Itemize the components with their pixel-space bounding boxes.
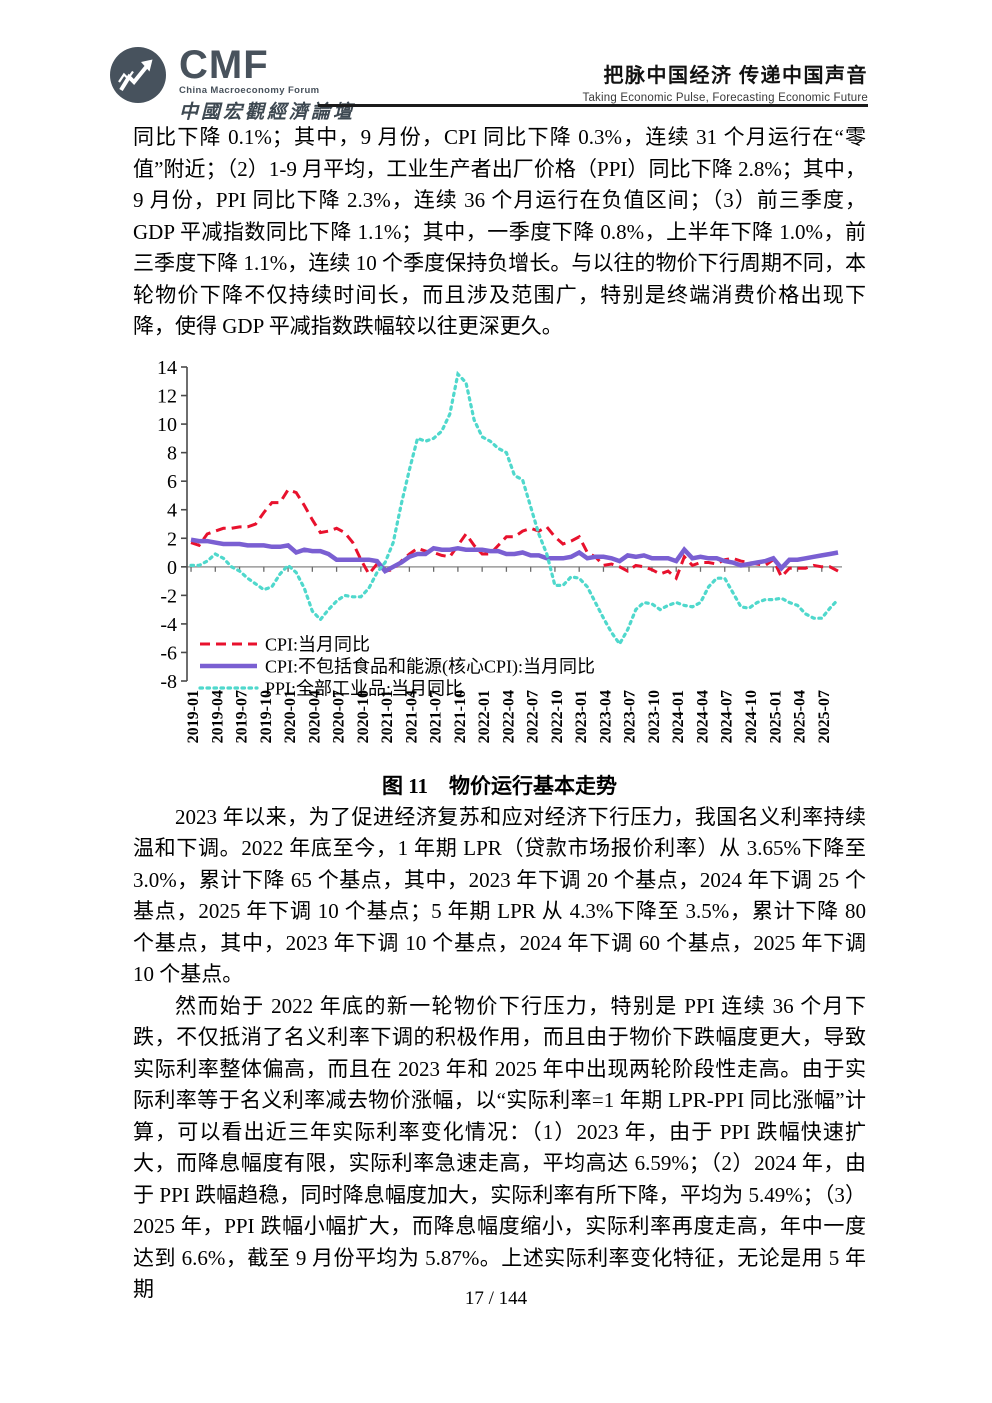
logo-fullname: China Macroeconomy Forum xyxy=(179,85,320,96)
svg-text:2024-04: 2024-04 xyxy=(694,690,711,743)
svg-text:CPI:不包括食品和能源(核心CPI):当月同比: CPI:不包括食品和能源(核心CPI):当月同比 xyxy=(265,656,595,677)
svg-text:CPI:当月同比: CPI:当月同比 xyxy=(265,634,370,654)
svg-text:2022-04: 2022-04 xyxy=(500,690,517,743)
svg-text:2: 2 xyxy=(167,528,177,550)
svg-text:2021-04: 2021-04 xyxy=(403,690,420,743)
svg-text:2024-07: 2024-07 xyxy=(719,690,736,743)
svg-text:2022-01: 2022-01 xyxy=(476,690,493,743)
svg-text:-6: -6 xyxy=(160,642,177,664)
content-area: 同比下降 0.1%；其中，9 月份，CPI 同比下降 0.3%，连续 31 个月… xyxy=(133,122,866,1306)
svg-text:2025-01: 2025-01 xyxy=(767,690,784,743)
svg-text:2021-07: 2021-07 xyxy=(428,690,445,743)
svg-text:2021-10: 2021-10 xyxy=(452,690,469,743)
svg-text:-8: -8 xyxy=(160,671,177,693)
svg-text:2024-01: 2024-01 xyxy=(670,690,687,743)
svg-text:2024-10: 2024-10 xyxy=(743,690,760,743)
svg-text:2023-04: 2023-04 xyxy=(597,690,614,743)
svg-text:10: 10 xyxy=(157,414,177,436)
svg-text:-4: -4 xyxy=(160,613,177,635)
svg-text:2025-04: 2025-04 xyxy=(792,690,809,743)
svg-text:-2: -2 xyxy=(160,585,177,607)
price-trend-chart: -8 -6 -4 -2 0 2 4 6 8 10 12 14 2019-01 2019-04 2019-07… xyxy=(145,357,845,770)
svg-text:2021-01: 2021-01 xyxy=(379,690,396,743)
logo-calligraphy: 中國宏觀經濟論壇 xyxy=(179,102,356,123)
svg-text:2019-07: 2019-07 xyxy=(234,690,251,743)
svg-text:2022-07: 2022-07 xyxy=(525,690,542,743)
header-rule xyxy=(318,104,868,107)
svg-text:8: 8 xyxy=(167,442,177,464)
paragraph-prices: 同比下降 0.1%；其中，9 月份，CPI 同比下降 0.3%，连续 31 个月… xyxy=(133,125,866,338)
slogan-english: Taking Economic Pulse, Forecasting Econo… xyxy=(582,92,868,104)
line-chart-arrow-icon xyxy=(110,47,166,103)
slogan-chinese: 把脉中国经济 传递中国声音 xyxy=(603,65,868,87)
svg-text:2019-04: 2019-04 xyxy=(209,690,226,743)
svg-text:2020-01: 2020-01 xyxy=(282,690,299,743)
svg-text:2020-10: 2020-10 xyxy=(355,690,372,743)
svg-text:2020-04: 2020-04 xyxy=(306,690,323,743)
svg-text:6: 6 xyxy=(167,471,177,493)
svg-text:14: 14 xyxy=(157,357,177,379)
svg-text:2019-10: 2019-10 xyxy=(258,690,275,743)
paragraph-real-rate: 然而始于 2022 年底的新一轮物价下行压力，特别是 PPI 连续 36 个月下… xyxy=(133,993,866,1302)
price-trend-chart-svg: -8 -6 -4 -2 0 2 4 6 8 10 12 14 2019-01 2019-04 2019-07… xyxy=(157,357,842,743)
svg-text:2023-10: 2023-10 xyxy=(646,690,663,743)
svg-text:2023-01: 2023-01 xyxy=(573,690,590,743)
svg-text:12: 12 xyxy=(157,385,177,407)
figure-caption: 图 11 物价运行基本走势 xyxy=(381,773,618,798)
svg-text:PPI:全部工业品:当月同比: PPI:全部工业品:当月同比 xyxy=(265,678,463,698)
paragraph-lpr: 2023 年以来，为了促进经济复苏和应对经济下行压力，我国名义利率持续温和下调。… xyxy=(133,804,866,987)
svg-text:2020-07: 2020-07 xyxy=(331,690,348,743)
header-slogan: 把脉中国经济 传递中国声音 Taking Economic Pulse, For… xyxy=(583,59,868,104)
logo-text-block: CMF China Macroeconomy Forum 中國宏觀經濟論壇 xyxy=(179,43,356,124)
cmf-logo: CMF China Macroeconomy Forum 中國宏觀經濟論壇 xyxy=(110,43,356,124)
svg-text:2019-01: 2019-01 xyxy=(185,690,202,743)
logo-abbr: CMF xyxy=(179,43,269,87)
svg-text:0: 0 xyxy=(167,556,177,578)
svg-text:2022-10: 2022-10 xyxy=(549,690,566,743)
svg-text:4: 4 xyxy=(167,499,177,521)
svg-text:2025-07: 2025-07 xyxy=(816,690,833,743)
page-number: 17 / 144 xyxy=(464,1288,528,1309)
svg-text:2023-07: 2023-07 xyxy=(622,690,639,743)
